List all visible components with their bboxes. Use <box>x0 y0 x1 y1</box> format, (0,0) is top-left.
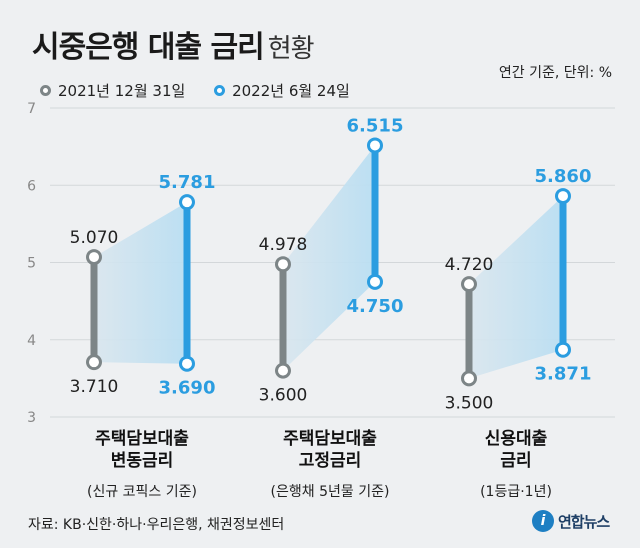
old-high-point <box>86 249 102 266</box>
legend-label-2021: 2021년 12월 31일 <box>58 82 186 100</box>
old-low-point <box>86 354 102 371</box>
y-tick-label: 7 <box>27 101 36 117</box>
legend-item-2021: 2021년 12월 31일 <box>40 80 185 101</box>
new-high-value-label: 5.860 <box>535 166 592 187</box>
logo-text: 연합뉴스 <box>558 512 610 531</box>
new-high-point <box>555 188 571 205</box>
legend: 2021년 12월 31일 2022년 6월 24일 <box>40 80 374 101</box>
category-label: 주택담보대출 <box>283 429 377 449</box>
legend-marker-2022 <box>214 85 226 96</box>
old-low-point <box>461 370 477 387</box>
old-high-point <box>275 256 291 273</box>
new-low-point <box>555 341 571 358</box>
category-note: (1등급·1년) <box>480 484 552 500</box>
title-subtitle: 현황 <box>267 34 315 64</box>
range-band <box>94 202 187 364</box>
category-label: 신용대출 <box>485 429 548 449</box>
new-low-point <box>179 355 195 372</box>
old-high-value-label: 4.978 <box>259 235 308 255</box>
new-low-value-label: 3.690 <box>159 378 216 399</box>
page-title: 시중은행 대출 금리 현황 <box>32 22 315 66</box>
old-high-value-label: 4.720 <box>445 255 494 275</box>
category-note: (신규 코픽스 기준) <box>87 484 197 500</box>
y-tick-label: 5 <box>27 256 36 272</box>
category-label: 금리 <box>500 451 531 471</box>
range-band <box>469 196 563 379</box>
new-high-point <box>367 137 383 154</box>
category-note: (은행채 5년물 기준) <box>271 484 390 500</box>
old-high-point <box>461 276 477 293</box>
y-tick-label: 4 <box>27 333 36 349</box>
category-label: 변동금리 <box>111 451 174 471</box>
title-main: 시중은행 대출 금리 <box>32 30 265 65</box>
y-tick-label: 3 <box>27 410 36 426</box>
new-high-value-label: 5.781 <box>159 172 216 193</box>
category-label: 주택담보대출 <box>95 429 189 449</box>
new-high-value-label: 6.515 <box>347 115 404 136</box>
new-low-point <box>367 273 383 290</box>
old-low-value-label: 3.500 <box>445 393 494 413</box>
unit-note: 연간 기준, 단위: % <box>498 65 612 81</box>
range-band <box>283 145 375 371</box>
y-tick-label: 6 <box>27 178 36 194</box>
new-low-value-label: 3.871 <box>535 364 592 385</box>
legend-item-2022: 2022년 6월 24일 <box>214 80 350 101</box>
old-high-value-label: 5.070 <box>70 228 119 248</box>
new-high-point <box>179 194 195 211</box>
logo-mark-icon: i <box>532 510 554 532</box>
category-label: 고정금리 <box>299 451 362 471</box>
source-note: 자료: KB·신한·하나·우리은행, 채권정보센터 <box>28 517 285 533</box>
new-low-value-label: 4.750 <box>347 296 404 317</box>
legend-label-2022: 2022년 6월 24일 <box>232 82 350 100</box>
yonhap-logo: i 연합뉴스 <box>532 510 610 532</box>
old-low-point <box>275 362 291 379</box>
old-low-value-label: 3.600 <box>259 386 308 406</box>
old-low-value-label: 3.710 <box>70 377 119 397</box>
legend-marker-2021 <box>40 85 51 96</box>
